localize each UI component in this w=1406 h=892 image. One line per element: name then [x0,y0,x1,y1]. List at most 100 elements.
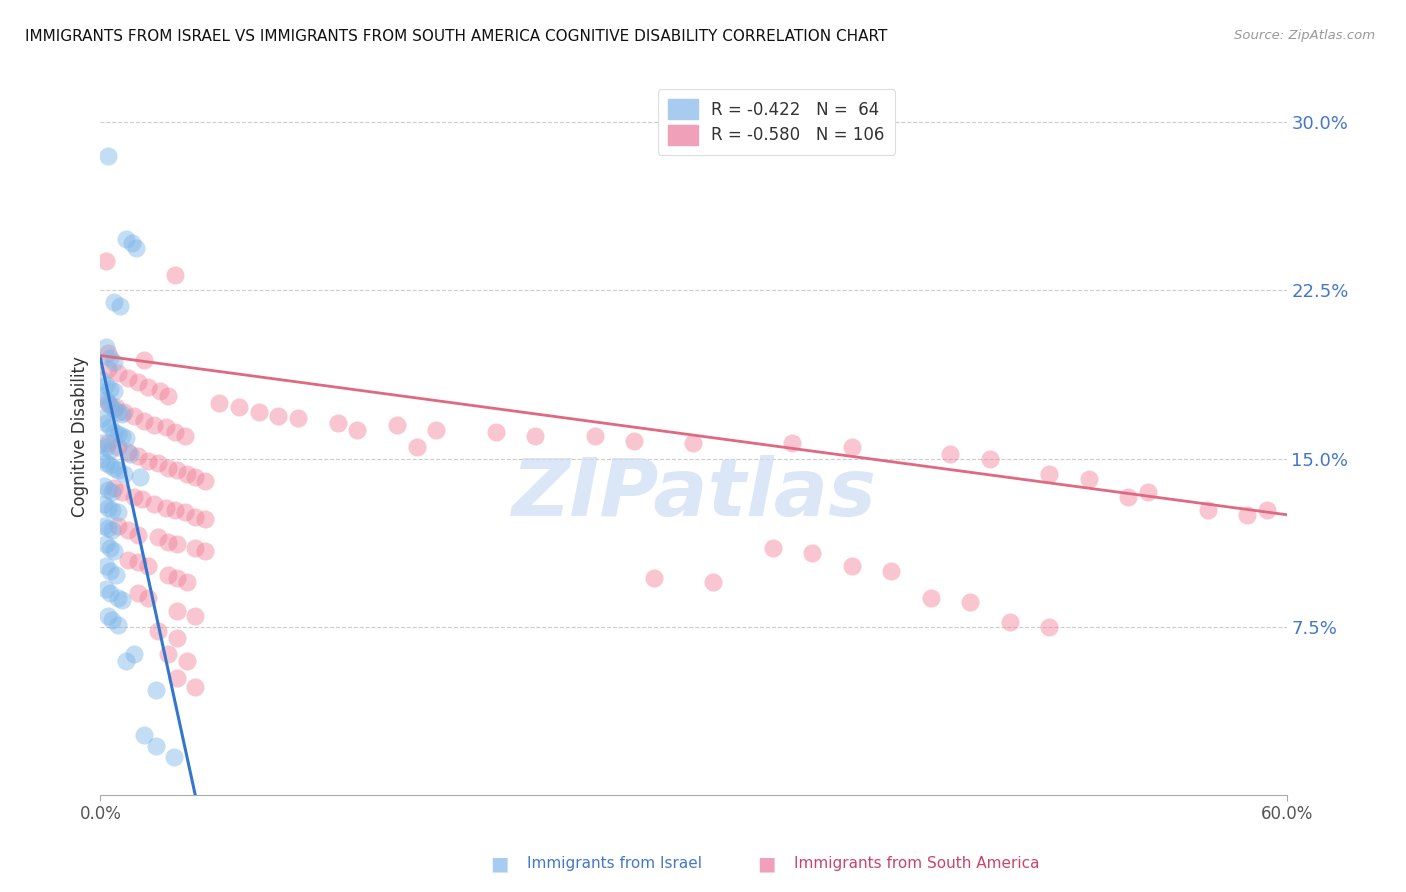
Point [91,436,114,450]
Point [156,389,179,403]
Point [101,503,124,517]
Point [98,351,121,365]
Point [122,647,145,661]
Point [96,537,118,551]
Point [247,404,270,418]
Point [96,416,118,430]
Text: Immigrants from South America: Immigrants from South America [794,856,1040,871]
Point [107,506,129,520]
Point [105,400,128,414]
Point [155,501,177,516]
Point [118,447,141,461]
Point [131,491,153,506]
Point [208,395,231,409]
Legend: R = -0.422   N =  64, R = -0.580   N = 106: R = -0.422 N = 64, R = -0.580 N = 106 [658,89,894,154]
Point [97,362,120,376]
Point [97,501,120,516]
Text: IMMIGRANTS FROM ISRAEL VS IMMIGRANTS FROM SOUTH AMERICA COGNITIVE DISABILITY COR: IMMIGRANTS FROM ISRAEL VS IMMIGRANTS FRO… [25,29,887,44]
Point [107,463,129,477]
Point [117,552,139,566]
Point [103,294,125,309]
Point [1197,503,1219,517]
Point [194,474,217,488]
Point [184,681,207,695]
Point [111,485,134,500]
Point [98,564,121,578]
Point [142,418,165,433]
Point [405,441,427,455]
Point [96,377,118,392]
Text: ZIPatlas: ZIPatlas [510,455,876,533]
Point [287,411,309,425]
Point [97,521,120,535]
Point [103,460,125,475]
Point [107,404,129,418]
Y-axis label: Cognitive Disability: Cognitive Disability [72,356,89,516]
Point [425,423,447,437]
Point [156,647,179,661]
Point [121,236,143,251]
Point [97,436,120,450]
Point [1038,467,1060,482]
Point [176,574,198,589]
Point [107,441,129,455]
Point [165,268,187,282]
Point [165,425,187,439]
Point [959,595,981,609]
Point [184,510,207,524]
Point [103,384,125,399]
Point [346,423,368,437]
Point [136,454,159,468]
Point [125,241,148,255]
Point [155,420,177,434]
Point [111,593,134,607]
Point [97,346,120,360]
Point [583,429,606,443]
Point [97,608,120,623]
Point [93,496,115,510]
Point [156,568,179,582]
Point [385,418,408,433]
Point [184,608,207,623]
Point [132,727,155,741]
Point [184,469,207,483]
Point [326,416,349,430]
Point [485,425,508,439]
Point [939,447,962,461]
Point [115,232,138,246]
Point [146,456,169,470]
Point [136,380,159,394]
Point [128,469,150,483]
Point [149,384,172,399]
Point [98,398,121,412]
Point [103,355,125,369]
Point [107,427,129,442]
Point [623,434,645,448]
Point [96,393,118,408]
Point [162,750,184,764]
Point [145,682,167,697]
Point [107,617,129,632]
Point [103,402,125,417]
Point [1236,508,1258,522]
Point [91,451,114,466]
Point [98,420,121,434]
Point [682,436,704,450]
Point [156,534,179,549]
Point [93,478,115,492]
Point [96,456,118,470]
Point [91,411,114,425]
Point [841,559,863,574]
Point [127,586,149,600]
Point [841,441,863,455]
Point [136,559,159,574]
Point [127,528,149,542]
Point [166,570,188,584]
Point [174,429,197,443]
Point [97,149,120,163]
Text: Immigrants from Israel: Immigrants from Israel [527,856,702,871]
Point [146,624,169,639]
Text: Source: ZipAtlas.com: Source: ZipAtlas.com [1234,29,1375,42]
Point [107,591,129,605]
Point [228,400,250,414]
